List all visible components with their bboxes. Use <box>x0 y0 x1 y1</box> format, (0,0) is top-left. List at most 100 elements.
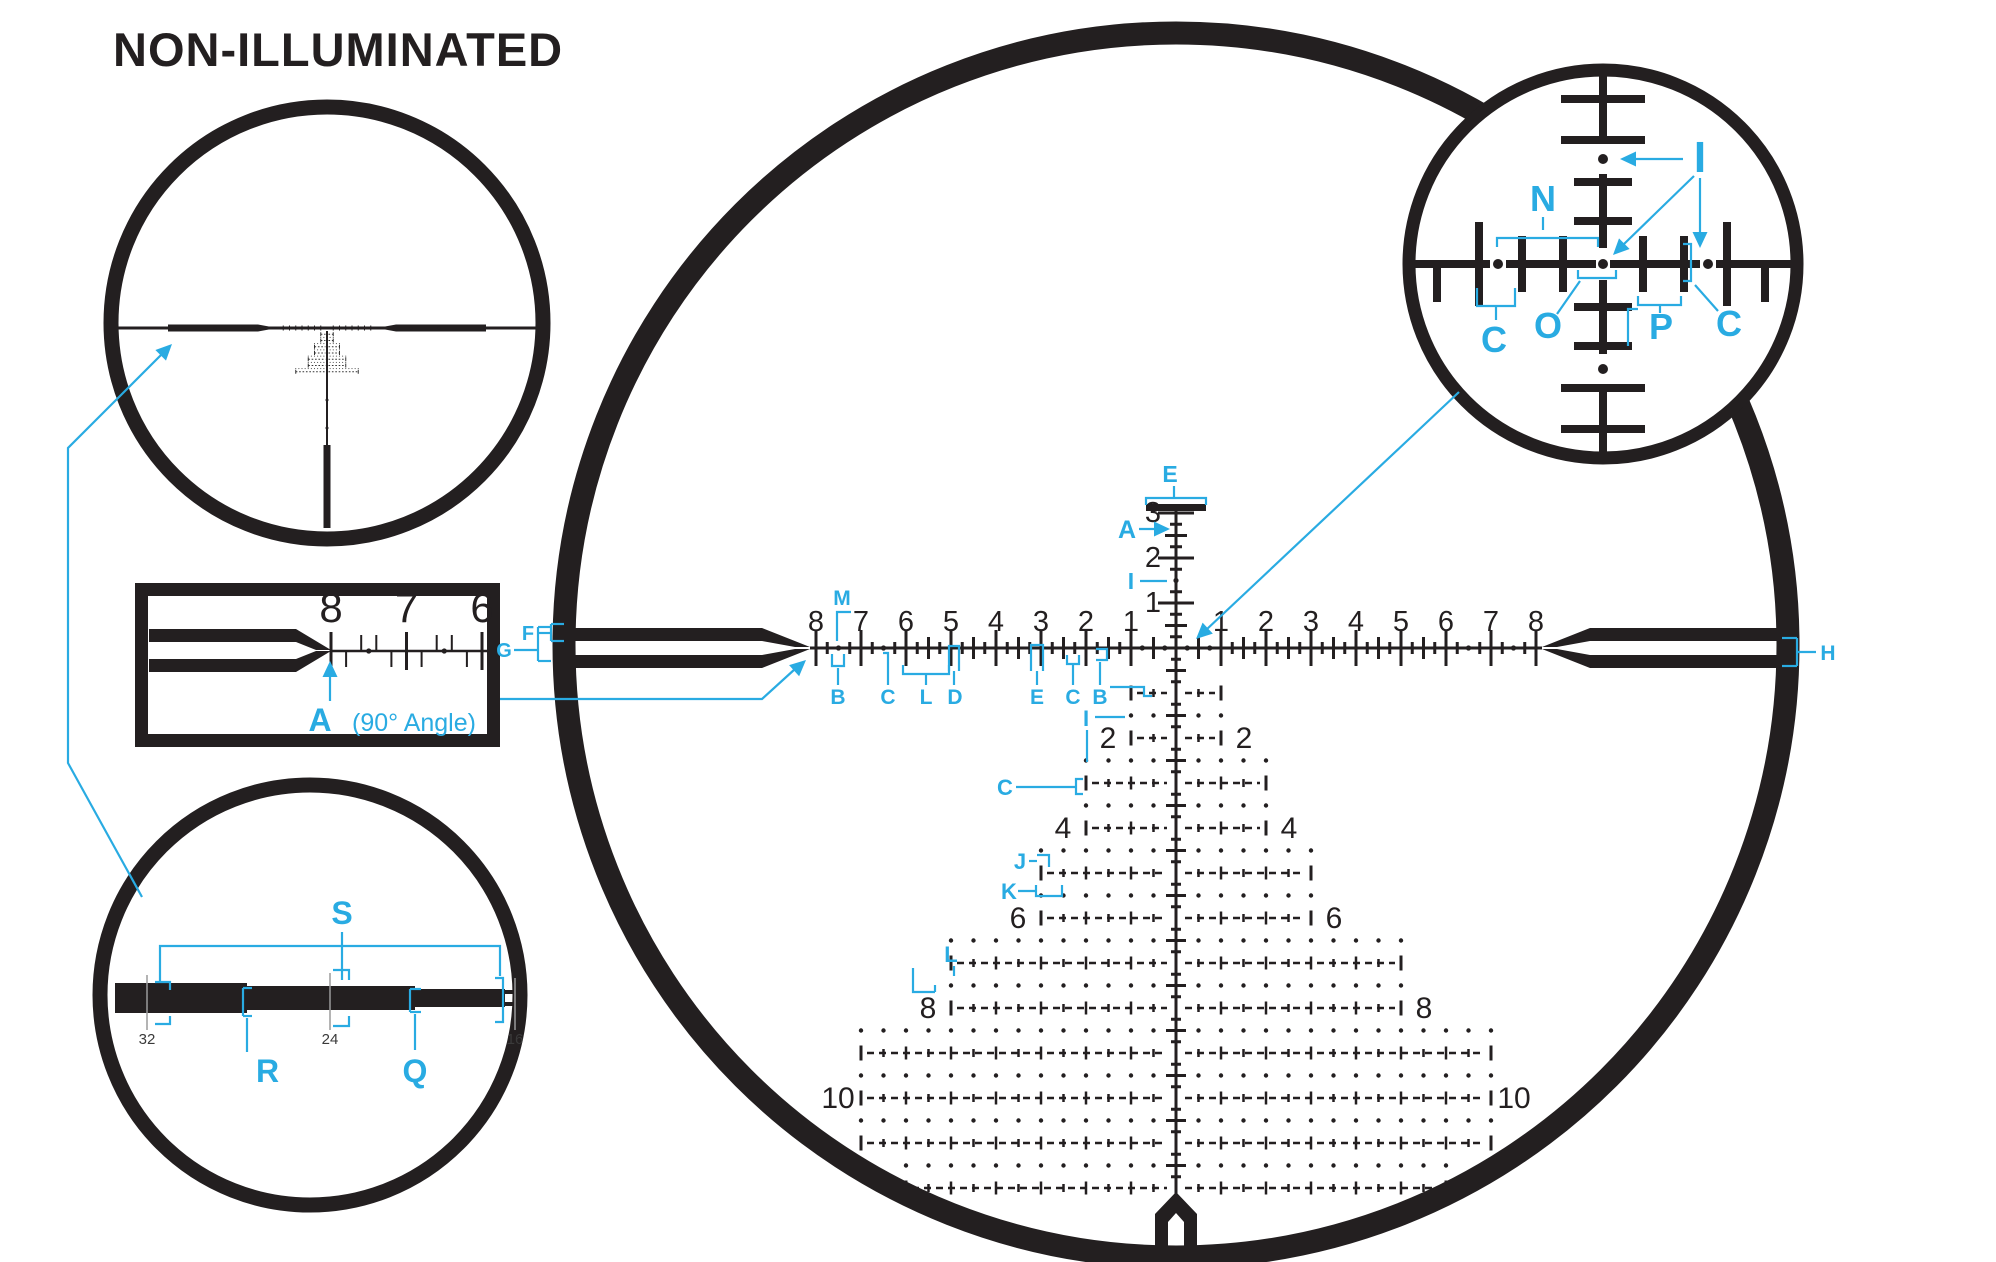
callout-C_det_l: C <box>1475 288 1517 360</box>
mil-number-left: 3 <box>1033 606 1049 638</box>
tree-number-left: 8 <box>920 992 937 1025</box>
callout-letter-R: R <box>256 1053 279 1089</box>
mil-number-right: 1 <box>1213 606 1229 638</box>
tree-number-left: 2 <box>1100 722 1117 755</box>
callout-O_det: O <box>1534 270 1618 346</box>
callout-K_dots: K <box>1001 879 1064 904</box>
callout-L_bar: L <box>901 665 951 709</box>
callout-letter-F: F <box>522 623 534 645</box>
callout-C_bar: C <box>880 651 896 709</box>
mil-number-right: 7 <box>1483 606 1499 638</box>
angle-note: (90° Angle) <box>352 709 476 737</box>
mil-number-left: 2 <box>1078 606 1094 638</box>
callout-letter-B: B <box>830 686 845 709</box>
callout-C_det_r: C <box>1683 242 1742 344</box>
callout-letter-D: D <box>947 686 962 709</box>
mil-number-right: 5 <box>1393 606 1409 638</box>
mil-number-right: 4 <box>1348 606 1364 638</box>
callout-letter-M: M <box>833 587 851 610</box>
ruler-number: 8 <box>319 584 342 631</box>
tree-number-right: 8 <box>1416 992 1433 1025</box>
mil-number-right: 8 <box>1528 606 1544 638</box>
tree-number-right: 2 <box>1236 722 1253 755</box>
callout-H_edge: H <box>1782 636 1836 668</box>
callout-letter-E: E <box>1030 686 1044 709</box>
callout-letter-C: C <box>1716 303 1742 344</box>
tree-number-right: 6 <box>1326 902 1343 935</box>
angle-ruler-inset: 8 7 6 <box>135 583 500 747</box>
tree-number-right: 4 <box>1281 812 1298 845</box>
callout-N_det: N <box>1495 178 1600 247</box>
callout-letter-G: G <box>496 640 512 662</box>
callout-I_axis: I <box>1128 568 1167 594</box>
mil-number-left: 8 <box>808 606 824 638</box>
callout-M_tick: M <box>833 587 851 641</box>
callout-letter-E: E <box>1162 461 1177 487</box>
tree-number-left: 4 <box>1055 812 1072 845</box>
callout-letter-O: O <box>1534 305 1562 346</box>
callout-letter-K: K <box>1001 879 1017 904</box>
callout-B_bar: B <box>830 654 846 709</box>
bar-width-number: 32 <box>139 1031 156 1048</box>
callout-R_step: R <box>241 986 279 1089</box>
callout-J_dot: J <box>1014 849 1051 874</box>
tree-number-left: 6 <box>1010 902 1027 935</box>
bar-width-number: 24 <box>322 1031 339 1048</box>
callout-I_det: I <box>1613 133 1708 255</box>
callout-I_dots: I <box>1083 706 1125 762</box>
callout-L_row7: L <box>911 942 958 994</box>
overview-detail-circle <box>103 99 551 547</box>
bar-width-number: 16 <box>507 1031 524 1048</box>
callout-letter-C: C <box>1065 686 1080 709</box>
mil-number-left: 6 <box>898 606 914 638</box>
mil-number-left: 7 <box>853 606 869 638</box>
callout-letter-L: L <box>920 686 933 709</box>
page-title: NON-ILLUMINATED <box>113 23 564 76</box>
callout-letter-Q: Q <box>403 1053 428 1089</box>
callout-G_inset: G <box>496 625 551 663</box>
callout-E_cap: E <box>1144 461 1208 505</box>
callout-letter-I: I <box>1128 568 1134 594</box>
callout-letter-C: C <box>997 775 1013 800</box>
center-detail-circle <box>1402 63 1804 465</box>
callout-C_line: C <box>1065 655 1081 709</box>
callout-letter-I: I <box>1083 706 1089 731</box>
vertical-mil-number: 3 <box>1145 497 1161 529</box>
callout-E_bar: E <box>1029 643 1045 709</box>
callout-B_line: B <box>1092 647 1152 709</box>
ruler-number: 7 <box>395 584 418 631</box>
tree-number-left: 10 <box>821 1082 854 1115</box>
mil-number-left: 4 <box>988 606 1004 638</box>
callout-A_inset: A <box>308 661 338 738</box>
thick-bar-detail-circle: 32 24 16 <box>92 777 528 1213</box>
callout-Q_step: Q <box>403 987 428 1089</box>
callout-letter-B: B <box>1092 686 1107 709</box>
vertical-mil-number: 1 <box>1145 587 1161 619</box>
callout-letter-A: A <box>308 702 331 738</box>
callout-letter-P: P <box>1649 306 1673 347</box>
callout-letter-J: J <box>1014 849 1026 874</box>
callout-letter-S: S <box>331 895 352 931</box>
mil-number-right: 6 <box>1438 606 1454 638</box>
mil-number-right: 3 <box>1303 606 1319 638</box>
callout-letter-H: H <box>1820 642 1835 665</box>
callout-C_row3: C <box>997 775 1083 800</box>
callout-letter-C: C <box>880 686 895 709</box>
callout-D_bar: D <box>947 644 963 709</box>
callout-letter-N: N <box>1530 178 1556 219</box>
callout-A_axis: A <box>1118 516 1170 544</box>
callout-S_span: S <box>158 895 502 982</box>
callout-letter-C: C <box>1481 319 1507 360</box>
main-scope-circle <box>552 21 1800 1262</box>
callout-F_inset: F <box>522 622 564 645</box>
mil-number-left: 5 <box>943 606 959 638</box>
callout-letter-L: L <box>944 942 957 967</box>
callout-letter-I: I <box>1694 133 1706 182</box>
ruler-number: 6 <box>470 584 493 631</box>
vertical-mil-number: 2 <box>1145 542 1161 574</box>
mil-number-left: 1 <box>1123 606 1139 638</box>
